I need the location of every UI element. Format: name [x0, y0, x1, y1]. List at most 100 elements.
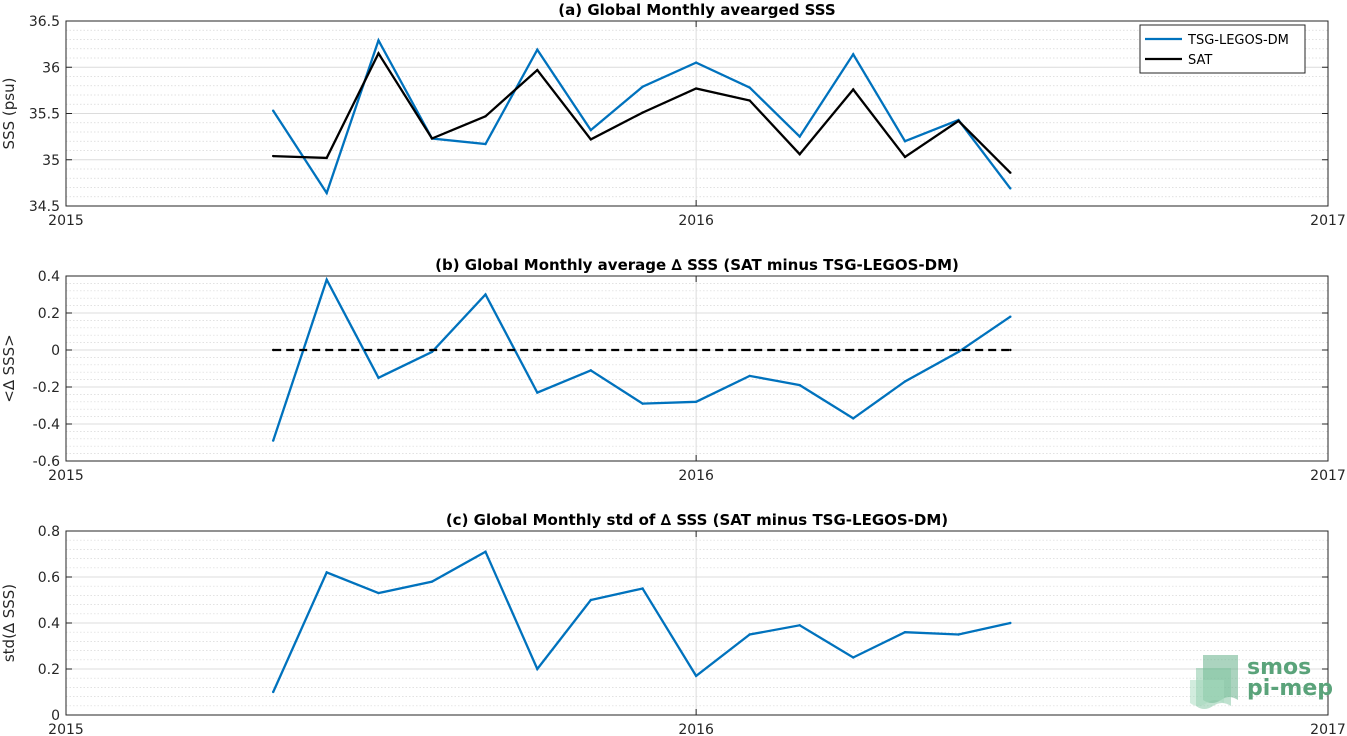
data-point	[694, 61, 698, 64]
data-point	[536, 391, 539, 394]
data-point	[798, 383, 801, 387]
data-point	[748, 99, 751, 102]
data-point	[1009, 187, 1012, 190]
data-point	[694, 674, 698, 678]
data-point	[903, 140, 907, 143]
data-point	[798, 153, 801, 156]
data-point	[377, 39, 380, 42]
y-tick-label: 0.4	[38, 269, 60, 285]
data-point	[957, 119, 960, 123]
chart-title: (b) Global Monthly average ∆ SSS (SAT mi…	[435, 256, 959, 274]
data-point	[430, 580, 434, 583]
data-point	[1009, 171, 1012, 174]
y-tick-label: 0.8	[38, 524, 60, 540]
series-line-1	[272, 550, 1011, 693]
data-point	[1009, 621, 1012, 625]
data-point	[641, 402, 644, 405]
y-tick-label: 0	[51, 343, 60, 359]
data-point	[1009, 315, 1012, 318]
y-axis-label: <∆ SSS>	[0, 334, 18, 403]
data-point	[589, 369, 593, 372]
x-tick-label: 2016	[678, 213, 714, 229]
data-point	[271, 439, 275, 442]
y-tick-label: 0	[51, 708, 60, 724]
data-point	[748, 633, 751, 636]
x-tick-label: 2015	[48, 468, 84, 484]
data-point	[589, 598, 593, 602]
data-point	[957, 348, 960, 352]
x-tick-label: 2016	[678, 468, 714, 484]
data-point	[536, 667, 539, 671]
y-tick-label: -0.4	[33, 417, 60, 433]
data-point	[903, 155, 907, 159]
data-point	[271, 109, 275, 112]
y-axis-label: SSS (psu)	[0, 78, 18, 150]
panel-1: 34.5 35 35.5 36 36.5 2015 2016 2017 (a) Global M…	[0, 1, 1346, 229]
legend-label: SAT	[1188, 53, 1212, 68]
y-tick-label: 36.5	[29, 14, 60, 30]
axes-frame	[65, 20, 1329, 207]
data-point	[748, 374, 751, 378]
logo-text-bottom: pi-mep	[1247, 676, 1333, 701]
y-tick-label: 0.4	[38, 616, 60, 632]
data-point	[641, 111, 644, 114]
data-point	[536, 48, 539, 51]
data-point	[1009, 348, 1012, 352]
data-point	[430, 348, 434, 352]
x-tick-label: 2017	[1310, 468, 1346, 484]
data-point	[271, 154, 275, 158]
data-point	[852, 656, 855, 659]
axes-frame	[65, 275, 1329, 462]
data-point	[536, 348, 539, 352]
data-point	[484, 142, 487, 146]
data-point	[589, 128, 593, 132]
data-point	[852, 348, 855, 352]
logo-wave-front	[1190, 680, 1224, 706]
data-point	[484, 550, 487, 553]
data-point	[798, 348, 801, 352]
data-point	[325, 191, 328, 195]
data-point	[903, 380, 907, 383]
axes-frame	[65, 530, 1329, 716]
data-point	[536, 68, 539, 72]
legend-box	[1139, 24, 1306, 74]
data-point	[852, 417, 855, 420]
legend-label: TSG-LEGOS-DM	[1187, 33, 1289, 48]
y-tick-label: 34.5	[29, 199, 60, 215]
data-point	[325, 156, 328, 160]
data-point	[957, 350, 960, 354]
panel-2: -0.6 -0.4 -0.2 0 0.2 0.4 2015 2016 2017 (b) Globa…	[0, 256, 1346, 484]
y-tick-label: -0.2	[33, 380, 60, 396]
data-point	[641, 348, 644, 352]
data-point	[748, 86, 751, 89]
x-tick-label: 2017	[1310, 722, 1346, 736]
y-tick-label: 35	[42, 153, 60, 169]
legend: TSG-LEGOS-DM SAT	[1139, 24, 1306, 74]
y-tick-label: 35.5	[29, 107, 60, 123]
data-point	[903, 631, 907, 634]
data-point	[641, 587, 644, 590]
logo-text-top: smos	[1247, 655, 1311, 680]
data-point	[484, 293, 487, 296]
data-point	[852, 53, 855, 56]
data-point	[430, 137, 434, 140]
y-axis-label: std(∆ SSS)	[0, 584, 18, 662]
y-tick-label: 0.2	[38, 306, 60, 322]
y-tick-label: -0.6	[33, 454, 60, 470]
data-point	[748, 348, 751, 352]
data-point	[271, 348, 275, 352]
y-tick-label: 0.2	[38, 662, 60, 678]
x-tick-label: 2015	[48, 213, 84, 229]
data-point	[484, 115, 487, 118]
data-point	[694, 87, 698, 90]
x-tick-label: 2016	[678, 722, 714, 736]
data-point	[589, 348, 593, 352]
x-tick-label: 2015	[48, 722, 84, 736]
data-point	[903, 348, 907, 352]
data-point	[377, 52, 380, 55]
panel-3: 0 0.2 0.4 0.6 0.8 2015 2016 2017 (c) Global Mont…	[0, 511, 1346, 736]
data-point	[325, 348, 328, 352]
data-point	[589, 138, 593, 141]
